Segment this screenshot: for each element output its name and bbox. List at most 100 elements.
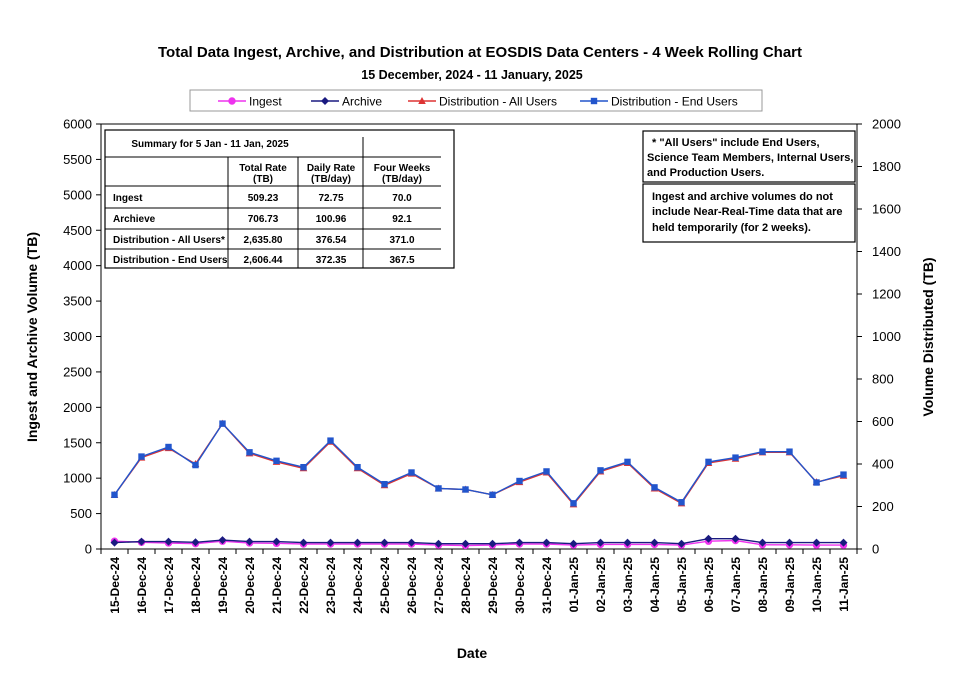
data-point bbox=[407, 538, 416, 547]
y-right-tick-label: 800 bbox=[872, 372, 894, 387]
data-point bbox=[191, 538, 200, 547]
y-axis-left-title: Ingest and Archive Volume (TB) bbox=[24, 232, 40, 442]
data-point bbox=[408, 469, 415, 476]
data-point bbox=[111, 491, 118, 499]
y-axis-right-title: Volume Distributed (TB) bbox=[920, 257, 936, 416]
legend-label: Distribution - End Users bbox=[611, 95, 738, 109]
data-point bbox=[192, 461, 199, 469]
summary-four-weeks: 367.5 bbox=[389, 255, 414, 266]
x-tick-label: 31-Dec-24 bbox=[540, 557, 554, 614]
data-point bbox=[650, 538, 659, 547]
note2-line3: held temporarily (for 2 weeks). bbox=[652, 222, 811, 234]
x-tick-label: 07-Jan-25 bbox=[729, 557, 743, 613]
data-point bbox=[434, 539, 443, 548]
y-right-tick-label: 1600 bbox=[872, 202, 901, 217]
y-left-tick-label: 0 bbox=[85, 542, 92, 557]
legend-label: Ingest bbox=[249, 95, 282, 109]
data-point bbox=[813, 479, 820, 486]
data-point bbox=[624, 458, 631, 466]
legend-marker bbox=[321, 97, 329, 105]
data-point bbox=[759, 448, 766, 455]
y-left-tick-label: 1000 bbox=[63, 471, 92, 486]
x-axis-title: Date bbox=[457, 645, 488, 661]
x-tick-label: 16-Dec-24 bbox=[135, 557, 149, 614]
x-tick-label: 29-Dec-24 bbox=[486, 557, 500, 614]
data-point bbox=[839, 538, 848, 547]
series-line bbox=[114, 538, 844, 545]
y-axis-left: 0 500 1000 1500 2000 2500 3000 3500 4000 4500 5000… bbox=[63, 117, 101, 557]
series-1 bbox=[110, 534, 848, 548]
series-3 bbox=[111, 420, 847, 507]
data-point bbox=[435, 485, 442, 492]
data-point bbox=[785, 538, 794, 547]
data-point bbox=[327, 437, 334, 444]
data-point bbox=[570, 500, 577, 507]
x-tick-label: 03-Jan-25 bbox=[621, 557, 635, 613]
y-left-tick-label: 4000 bbox=[63, 258, 92, 273]
data-point bbox=[651, 484, 658, 491]
y-right-tick-label: 1400 bbox=[872, 244, 901, 259]
data-point bbox=[488, 539, 497, 548]
summary-row-label: Ingest bbox=[113, 193, 143, 204]
y-right-tick-label: 2000 bbox=[872, 117, 901, 132]
summary-header: (TB) bbox=[253, 174, 273, 185]
data-point bbox=[165, 443, 172, 451]
x-tick-label: 30-Dec-24 bbox=[513, 557, 527, 614]
data-point bbox=[353, 538, 362, 547]
y-axis-right: 0 200 400 600 800 1000 1200 1400 1600 1800 2000 bbox=[857, 117, 901, 557]
data-point bbox=[542, 538, 551, 547]
data-point bbox=[354, 463, 361, 471]
legend-marker bbox=[418, 97, 426, 104]
x-tick-label: 28-Dec-24 bbox=[459, 557, 473, 614]
series-2 bbox=[110, 419, 848, 508]
x-tick-label: 20-Dec-24 bbox=[243, 557, 257, 614]
data-point bbox=[110, 538, 119, 547]
x-tick-label: 06-Jan-25 bbox=[702, 557, 716, 613]
chart-title: Total Data Ingest, Archive, and Distribu… bbox=[158, 44, 802, 61]
y-right-tick-label: 1000 bbox=[872, 329, 901, 344]
x-tick-label: 27-Dec-24 bbox=[432, 557, 446, 614]
legend-label: Distribution - All Users bbox=[439, 95, 557, 109]
data-point bbox=[677, 539, 686, 548]
x-axis: 15-Dec-24 16-Dec-24 17-Dec-24 18-Dec-24 19-D… bbox=[100, 549, 858, 614]
data-point bbox=[758, 538, 767, 547]
x-tick-label: 11-Jan-25 bbox=[837, 557, 851, 612]
data-point bbox=[543, 468, 550, 475]
y-left-tick-label: 3500 bbox=[63, 294, 92, 309]
data-point bbox=[218, 536, 227, 545]
data-point bbox=[731, 534, 740, 543]
note1-line2: Science Team Members, Internal Users, bbox=[647, 152, 853, 164]
data-point bbox=[786, 448, 793, 455]
summary-four-weeks: 70.0 bbox=[392, 193, 412, 204]
data-point bbox=[705, 458, 712, 466]
x-tick-label: 21-Dec-24 bbox=[270, 557, 284, 614]
summary-four-weeks: 92.1 bbox=[392, 214, 412, 225]
summary-header: Daily Rate bbox=[307, 163, 356, 174]
summary-daily: 72.75 bbox=[318, 193, 343, 204]
y-right-tick-label: 0 bbox=[872, 542, 879, 557]
summary-total: 2,635.80 bbox=[244, 235, 283, 246]
data-point bbox=[299, 538, 308, 547]
summary-daily: 376.54 bbox=[316, 235, 347, 246]
summary-header: Four Weeks bbox=[374, 163, 431, 174]
data-point bbox=[597, 467, 604, 474]
summary-total: 509.23 bbox=[248, 193, 279, 204]
legend-box bbox=[189, 89, 763, 112]
x-tick-label: 04-Jan-25 bbox=[648, 557, 662, 613]
x-tick-label: 18-Dec-24 bbox=[189, 557, 203, 614]
summary-daily: 372.35 bbox=[316, 255, 347, 266]
data-point bbox=[596, 538, 605, 547]
x-tick-label: 25-Dec-24 bbox=[378, 557, 392, 614]
data-point bbox=[623, 538, 632, 547]
note2-line1: Ingest and archive volumes do not bbox=[652, 191, 833, 203]
summary-daily: 100.96 bbox=[316, 214, 347, 225]
note-box-1 bbox=[642, 130, 856, 183]
summary-four-weeks: 371.0 bbox=[389, 235, 414, 246]
data-point bbox=[326, 538, 335, 547]
y-left-tick-label: 3000 bbox=[63, 329, 92, 344]
x-tick-label: 08-Jan-25 bbox=[756, 557, 770, 613]
legend-marker bbox=[590, 97, 598, 105]
y-right-tick-label: 1200 bbox=[872, 287, 901, 302]
x-tick-label: 02-Jan-25 bbox=[594, 557, 608, 613]
series-layer bbox=[110, 419, 848, 550]
